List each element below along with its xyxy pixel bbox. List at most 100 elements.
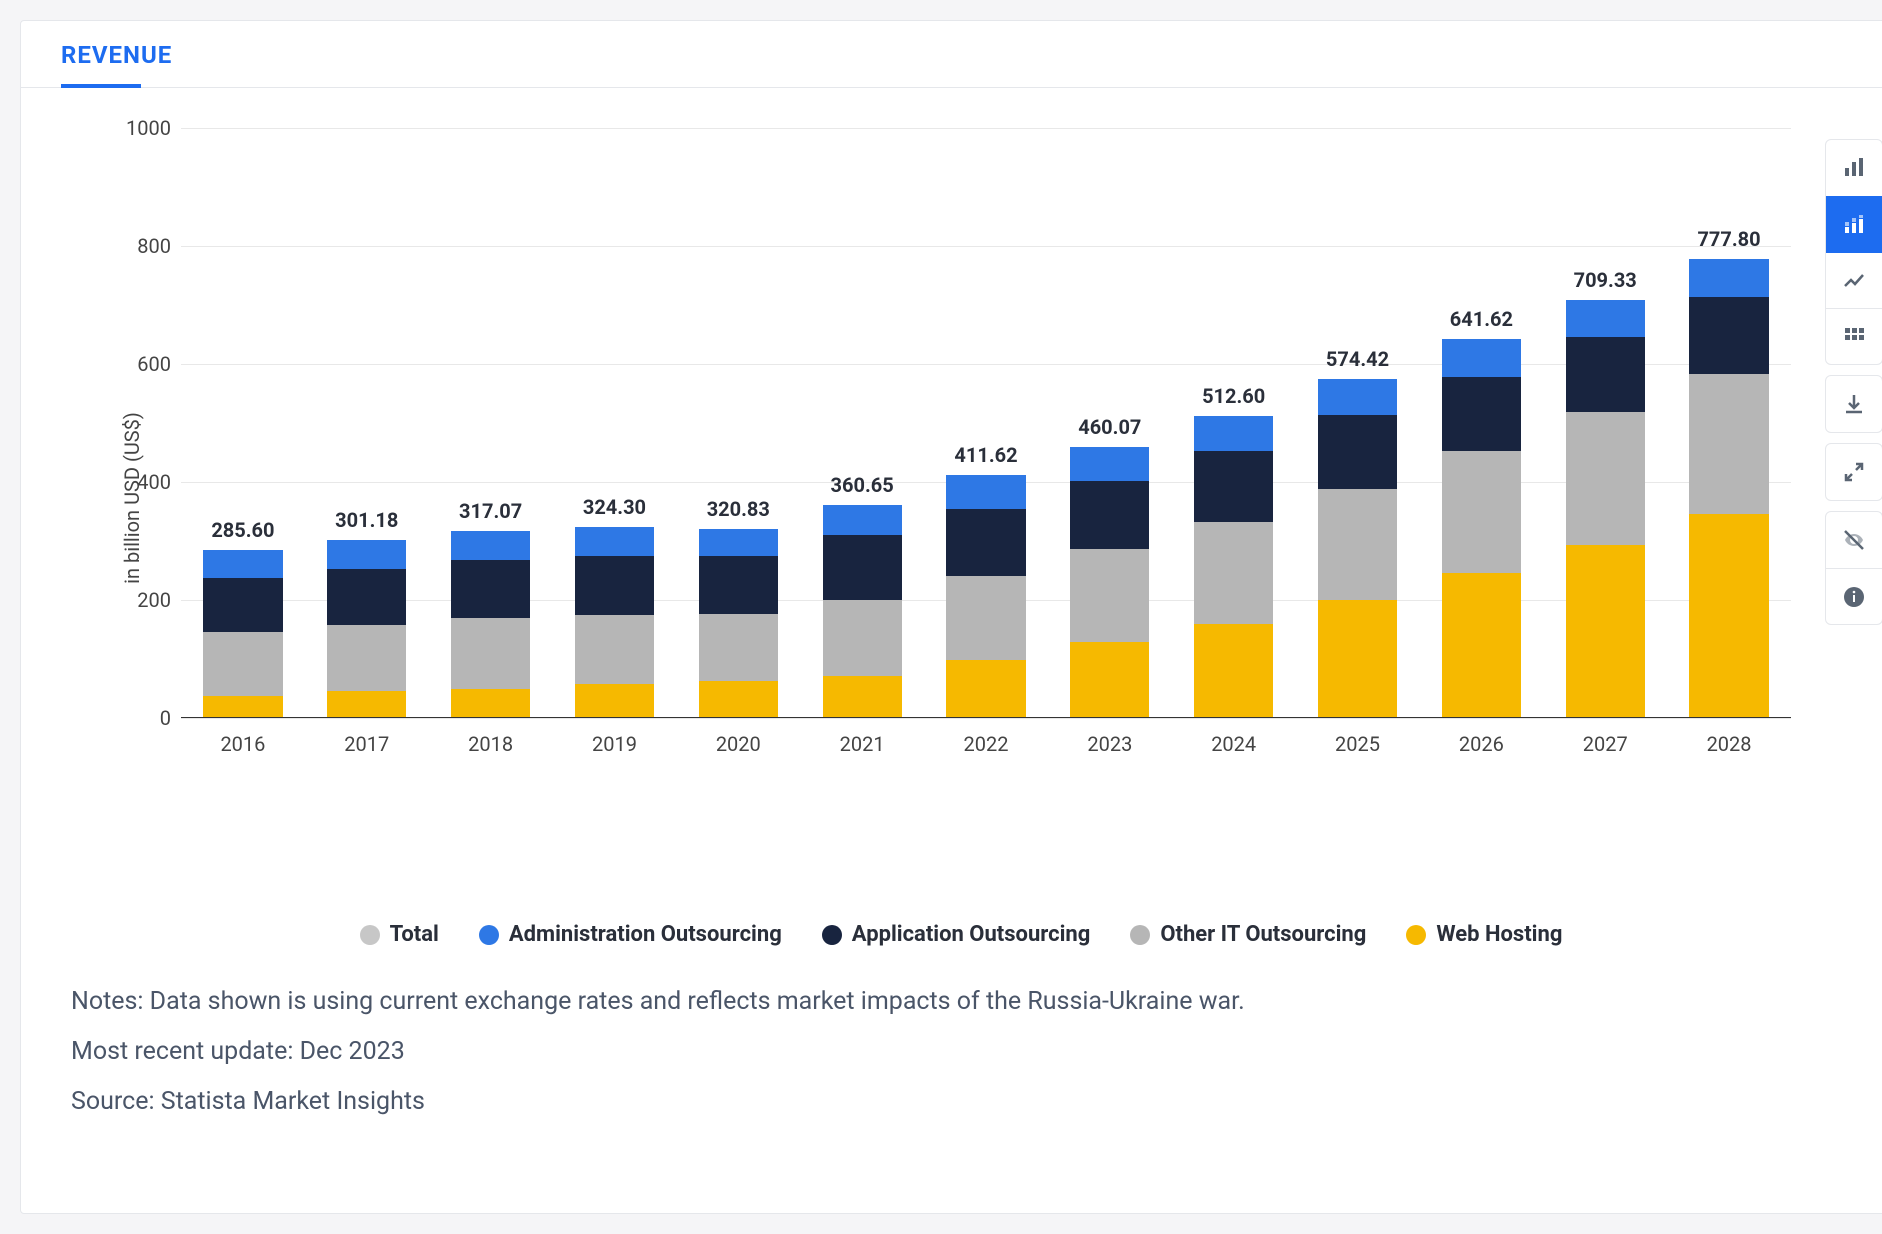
bar-segment bbox=[1442, 451, 1521, 574]
bar-segment bbox=[327, 691, 406, 718]
y-tick-label: 600 bbox=[121, 352, 171, 376]
bar-segment bbox=[1689, 259, 1768, 297]
notes-line: Notes: Data shown is using current excha… bbox=[71, 977, 1851, 1027]
bar-segment bbox=[823, 505, 902, 535]
bar-group: 360.652021 bbox=[800, 128, 924, 718]
bar-stack[interactable] bbox=[1070, 447, 1149, 718]
bar-segment bbox=[1070, 447, 1149, 482]
bar-segment bbox=[327, 625, 406, 692]
bar-stack[interactable] bbox=[1689, 259, 1768, 718]
bar-stack[interactable] bbox=[823, 505, 902, 718]
y-tick-label: 400 bbox=[121, 470, 171, 494]
line-chart-icon[interactable] bbox=[1826, 252, 1882, 308]
legend-dot bbox=[822, 925, 842, 945]
bar-segment bbox=[575, 556, 654, 615]
bar-stack[interactable] bbox=[451, 531, 530, 718]
legend-item[interactable]: Administration Outsourcing bbox=[479, 922, 782, 947]
bar-chart-icon[interactable] bbox=[1826, 140, 1882, 196]
bar-segment bbox=[699, 556, 778, 614]
y-tick-label: 1000 bbox=[121, 116, 171, 140]
info-icon[interactable] bbox=[1826, 568, 1882, 624]
legend-item[interactable]: Web Hosting bbox=[1406, 922, 1562, 947]
bar-total-label: 460.07 bbox=[1078, 415, 1141, 439]
bar-segment bbox=[451, 618, 530, 689]
chart-type-group bbox=[1825, 139, 1882, 365]
visibility-off-icon[interactable] bbox=[1826, 512, 1882, 568]
tab-label: REVENUE bbox=[61, 41, 172, 69]
bar-stack[interactable] bbox=[1442, 339, 1521, 718]
download-icon[interactable] bbox=[1826, 376, 1882, 432]
bar-group: 709.332027 bbox=[1543, 128, 1667, 718]
y-tick-label: 0 bbox=[121, 706, 171, 730]
bar-total-label: 301.18 bbox=[335, 508, 398, 532]
bar-total-label: 285.60 bbox=[211, 518, 274, 542]
bar-group: 574.422025 bbox=[1296, 128, 1420, 718]
bar-segment bbox=[1318, 379, 1397, 415]
bar-segment bbox=[203, 578, 282, 632]
bar-stack[interactable] bbox=[575, 527, 654, 718]
bar-stack[interactable] bbox=[203, 550, 282, 718]
bar-segment bbox=[1689, 297, 1768, 374]
plot-area: 02004006008001000 285.602016301.18201731… bbox=[181, 128, 1791, 768]
bar-stack[interactable] bbox=[1318, 379, 1397, 718]
options-group bbox=[1825, 511, 1882, 625]
bar-stack[interactable] bbox=[946, 475, 1025, 718]
bar-segment bbox=[1689, 514, 1768, 718]
bar-segment bbox=[203, 632, 282, 696]
chart-area: in billion USD (US$) 02004006008001000 2… bbox=[21, 88, 1882, 908]
bar-segment bbox=[946, 475, 1025, 508]
bars-container: 285.602016301.182017317.072018324.302019… bbox=[181, 128, 1791, 718]
bar-segment bbox=[699, 529, 778, 557]
legend-label: Other IT Outsourcing bbox=[1160, 922, 1366, 947]
table-icon[interactable] bbox=[1826, 308, 1882, 364]
bar-total-label: 411.62 bbox=[954, 443, 1017, 467]
bar-total-label: 777.80 bbox=[1697, 227, 1760, 251]
x-tick-label: 2019 bbox=[592, 732, 637, 756]
bar-segment bbox=[699, 681, 778, 718]
bar-segment bbox=[1318, 415, 1397, 489]
legend-item[interactable]: Total bbox=[360, 922, 439, 947]
legend-item[interactable]: Application Outsourcing bbox=[822, 922, 1091, 947]
bar-segment bbox=[203, 550, 282, 578]
notes-source: Source: Statista Market Insights bbox=[71, 1077, 1851, 1127]
bar-segment bbox=[1566, 300, 1645, 337]
chart-card: REVENUE in billion USD (US$) 02004006008… bbox=[20, 20, 1882, 1214]
bar-segment bbox=[451, 531, 530, 560]
notes-update: Most recent update: Dec 2023 bbox=[71, 1027, 1851, 1077]
x-tick-label: 2018 bbox=[468, 732, 513, 756]
x-tick-label: 2022 bbox=[964, 732, 1009, 756]
bar-segment bbox=[1442, 377, 1521, 451]
bar-segment bbox=[327, 540, 406, 568]
bar-segment bbox=[203, 696, 282, 718]
bar-segment bbox=[1070, 549, 1149, 642]
bar-stack[interactable] bbox=[699, 529, 778, 718]
legend-label: Total bbox=[390, 922, 439, 947]
bar-segment bbox=[575, 615, 654, 685]
legend-item[interactable]: Other IT Outsourcing bbox=[1130, 922, 1366, 947]
bar-segment bbox=[699, 614, 778, 681]
bar-stack[interactable] bbox=[1194, 416, 1273, 718]
bar-segment bbox=[946, 660, 1025, 718]
bar-total-label: 641.62 bbox=[1450, 307, 1513, 331]
tab-revenue[interactable]: REVENUE bbox=[61, 41, 172, 87]
x-tick-label: 2020 bbox=[716, 732, 761, 756]
bar-group: 301.182017 bbox=[305, 128, 429, 718]
bar-segment bbox=[1442, 573, 1521, 718]
bar-segment bbox=[946, 509, 1025, 577]
x-tick-label: 2024 bbox=[1211, 732, 1256, 756]
x-axis-line bbox=[181, 717, 1791, 718]
legend: Total Administration Outsourcing Applicati… bbox=[21, 908, 1882, 957]
y-tick-label: 200 bbox=[121, 588, 171, 612]
bar-stack[interactable] bbox=[327, 540, 406, 718]
y-tick-label: 800 bbox=[121, 234, 171, 258]
legend-dot bbox=[360, 925, 380, 945]
bar-group: 460.072023 bbox=[1048, 128, 1172, 718]
legend-label: Web Hosting bbox=[1436, 922, 1562, 947]
stacked-bar-icon[interactable] bbox=[1826, 196, 1882, 252]
x-tick-label: 2021 bbox=[840, 732, 885, 756]
expand-icon[interactable] bbox=[1826, 444, 1882, 500]
bar-stack[interactable] bbox=[1566, 300, 1645, 718]
chart-toolbar bbox=[1825, 139, 1882, 625]
bar-total-label: 574.42 bbox=[1326, 347, 1389, 371]
bar-segment bbox=[1566, 545, 1645, 718]
